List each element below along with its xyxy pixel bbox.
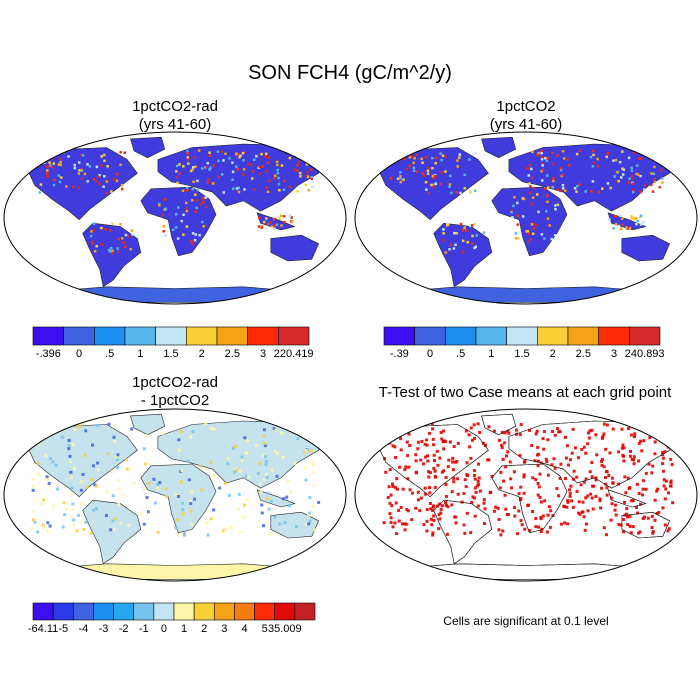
continent-greenland (130, 413, 166, 436)
map-4 (354, 408, 698, 582)
colorbar-label: 1 (488, 348, 494, 360)
continent-namerica (27, 147, 138, 221)
colorbar-swatch (475, 326, 507, 346)
colorbar-swatch (63, 326, 95, 346)
panel-3-title-line1: 1pctCO2-rad (132, 374, 218, 391)
colorbar-label: -.396 (36, 348, 61, 360)
colorbar-label: 220.419 (274, 348, 314, 360)
panel-1-title: 1pctCO2-rad (yrs 41-60) (25, 98, 325, 134)
panel-4-title: T-Test of two Case means at each grid po… (350, 384, 700, 402)
colorbar-label: 5 (262, 623, 268, 635)
colorbar-swatch (52, 602, 74, 621)
colorbar-label: 0 (427, 348, 433, 360)
panel-2-title: 1pctCO2 (yrs 41-60) (376, 98, 676, 134)
colorbar-swatch (153, 602, 175, 621)
colorbar-swatch (506, 326, 538, 346)
colorbar-swatch (234, 602, 255, 621)
colorbar-swatch (193, 602, 215, 621)
colorbar-2: -.39 0 .5 1 1.5 2 2.5 3 240.893 (383, 326, 665, 360)
colorbar-label: 1 (137, 348, 143, 360)
colorbar-label: 35.009 (268, 623, 302, 635)
panel-1-title-line1: 1pctCO2-rad (132, 98, 218, 115)
colorbar-swatch (294, 602, 316, 621)
colorbar-swatch (186, 326, 218, 346)
colorbar-swatch (274, 602, 296, 621)
colorbar-swatch (32, 602, 54, 621)
colorbar-swatch (254, 602, 276, 621)
colorbar-swatch (72, 602, 94, 621)
colorbar-label: 0 (161, 623, 167, 635)
continent-australia (621, 234, 670, 262)
map-1-frame (3, 131, 347, 305)
colorbar-swatch (567, 326, 599, 346)
panel-1-title-line2: (yrs 41-60) (138, 116, 212, 133)
colorbar-label: 3 (260, 348, 266, 360)
colorbar-label: -1 (139, 623, 149, 635)
colorbar-label: 3 (221, 623, 227, 635)
continent-samerica (433, 222, 493, 288)
colorbar-label: -5 (58, 623, 68, 635)
significance-note: Cells are significant at 0.1 level (443, 614, 609, 628)
colorbar-label: .5 (105, 348, 114, 360)
colorbar-swatch (133, 602, 155, 621)
continent-greenland (481, 136, 517, 159)
colorbar-label: -3 (99, 623, 109, 635)
continent-australia (270, 234, 319, 262)
map-2-frame (354, 131, 698, 305)
colorbar-swatch (93, 602, 114, 621)
colorbar-swatch (629, 326, 661, 346)
colorbar-swatch (94, 326, 126, 346)
colorbar-label: 4 (241, 623, 247, 635)
colorbar-swatch (32, 326, 64, 346)
colorbar-label: -4 (78, 623, 88, 635)
colorbar-label: -64.11 (28, 623, 58, 635)
colorbar-label: 1.5 (163, 348, 178, 360)
continent-africa (491, 186, 568, 257)
panel-2-title-line1: 1pctCO2 (496, 98, 556, 115)
continent-namerica (378, 147, 489, 221)
colorbar-label: 1 (181, 623, 187, 635)
colorbar-swatch (155, 326, 187, 346)
colorbar-swatch (414, 326, 446, 346)
map-3-frame (3, 408, 347, 582)
colorbar-swatch (213, 602, 235, 621)
main-title: SON FCH4 (gC/m^2/y) (248, 62, 452, 84)
colorbar-label: 2 (201, 623, 207, 635)
continent-greenland (130, 136, 166, 159)
colorbar-label: 2.5 (225, 348, 240, 360)
continent-seasia (256, 489, 296, 508)
panel-2-title-line2: (yrs 41-60) (489, 116, 563, 133)
panel-4-title-line1: T-Test of two Case means at each grid po… (378, 384, 672, 401)
colorbar-swatch (278, 326, 310, 346)
continent-australia (270, 511, 319, 539)
colorbar-swatch (598, 326, 630, 346)
colorbar-3: -64.11 -5 -4 -3 -2 -1 0 1 2 3 4 5 35.009 (28, 602, 316, 635)
colorbar-swatch (113, 602, 135, 621)
colorbar-label: -.39 (390, 348, 409, 360)
colorbar-1: -.396 0 .5 1 1.5 2 2.5 3 220.419 (32, 326, 314, 360)
continent-seasia (607, 212, 647, 231)
colorbar-label: 0 (76, 348, 82, 360)
map-4-frame (354, 408, 698, 582)
colorbar-label: 3 (611, 348, 617, 360)
colorbar-swatch (445, 326, 477, 346)
colorbar-label: .5 (456, 348, 465, 360)
colorbar-label: 2 (550, 348, 556, 360)
colorbar-label: 2.5 (576, 348, 591, 360)
colorbar-label: 1.5 (514, 348, 529, 360)
colorbar-swatch (247, 326, 279, 346)
colorbar-swatch (383, 326, 415, 346)
colorbar-label: -2 (119, 623, 129, 635)
colorbar-swatch (173, 602, 195, 621)
colorbar-label: 2 (199, 348, 205, 360)
colorbar-swatch (124, 326, 156, 346)
colorbar-label: 240.893 (625, 348, 665, 360)
colorbar-swatch (537, 326, 569, 346)
panel-3-title: 1pctCO2-rad - 1pctCO2 (25, 374, 325, 410)
colorbar-swatch (216, 326, 248, 346)
panel-3-title-line2: - 1pctCO2 (140, 392, 210, 409)
